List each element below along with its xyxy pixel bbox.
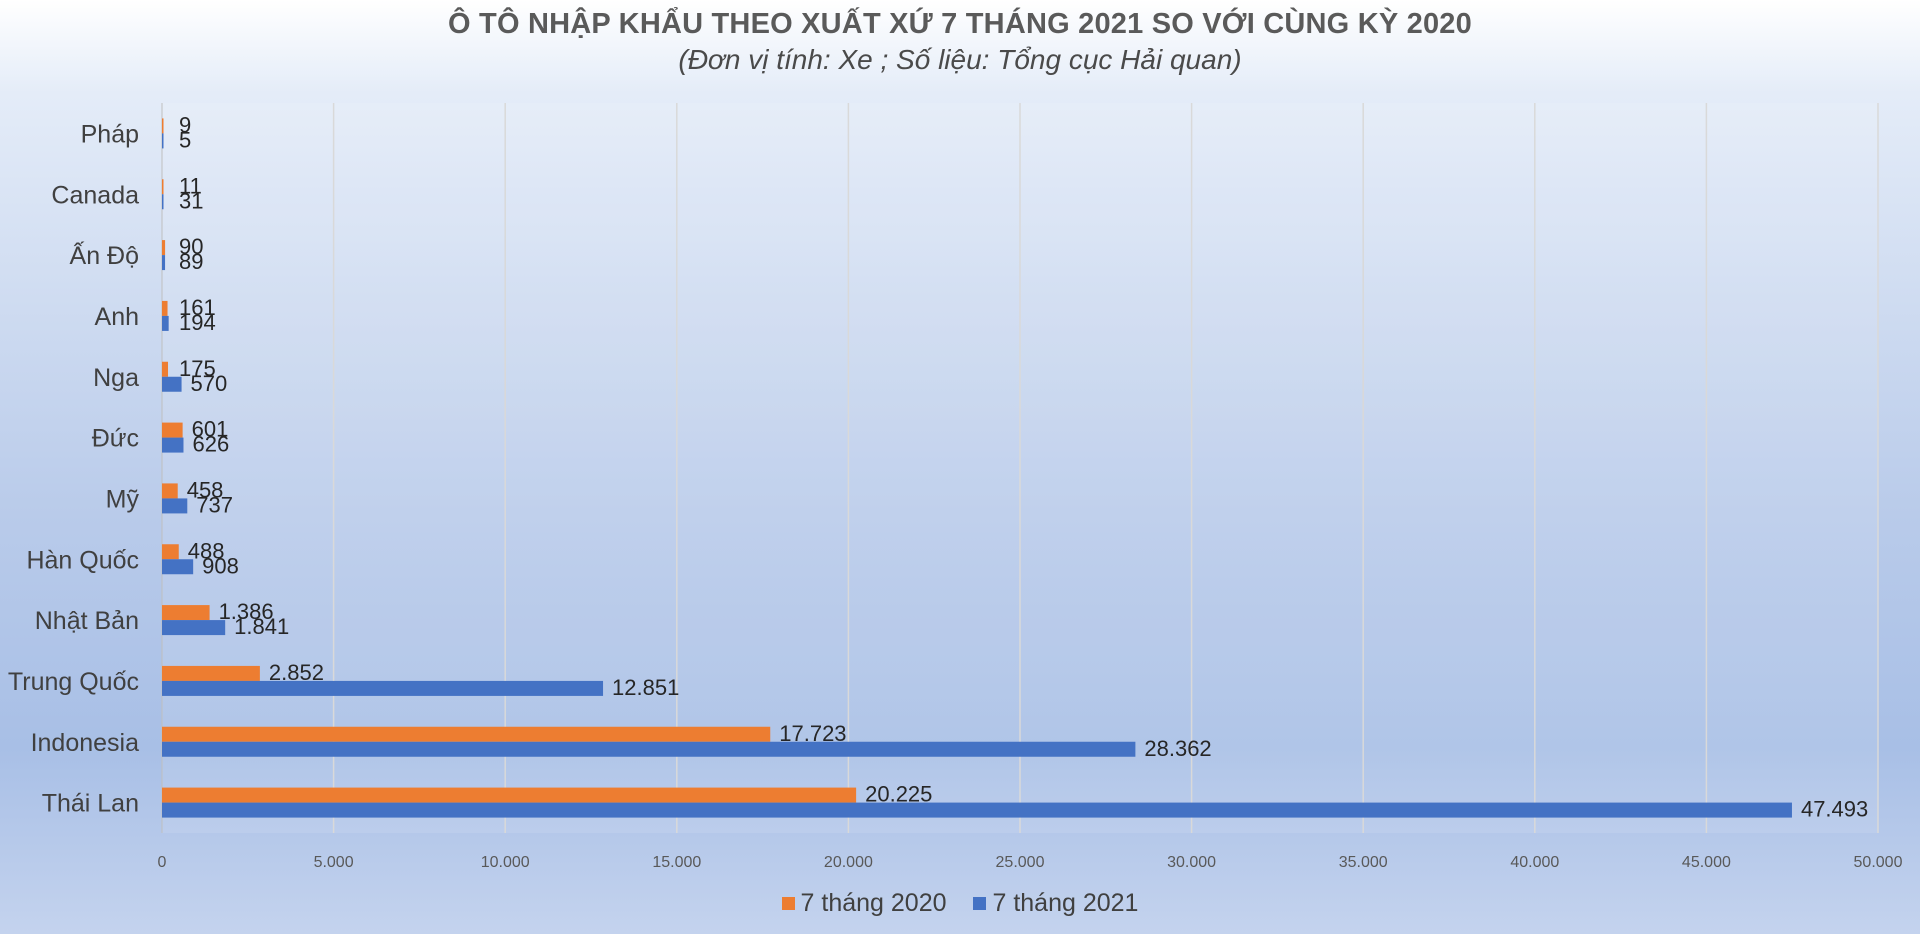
data-label: 28.362 [1144,736,1211,761]
legend-swatch-2021 [973,897,987,910]
bar-2020 [162,300,168,316]
bar-2020 [162,605,210,621]
data-label: 2.852 [269,660,324,685]
bar-2021 [162,255,166,271]
bar-2020 [162,726,771,742]
bar-2020 [162,665,260,681]
category-label: Mỹ [106,485,140,513]
data-label: 488 [188,538,225,563]
legend: 7 tháng 2020 7 tháng 2021 [0,888,1920,918]
x-tick-label: 5.000 [314,854,354,871]
bar-2020 [162,787,857,803]
bar-2020 [162,544,179,560]
category-label: Hàn Quốc [26,546,139,574]
data-label: 9 [179,112,191,137]
category-label: Canada [51,181,139,209]
data-label: 458 [187,477,224,502]
category-label: Thái Lan [42,790,139,818]
data-label: 737 [196,492,233,517]
bar-2021 [162,559,194,575]
x-tick-label: 0 [158,854,167,871]
legend-item-2021[interactable]: 7 tháng 2021 [973,889,1138,918]
x-tick-label: 35.000 [1339,854,1388,871]
x-tick-label: 40.000 [1510,854,1559,871]
x-tick-label: 20.000 [824,854,873,871]
category-label: Indonesia [31,729,140,757]
bar-2020 [162,179,164,195]
x-tick-label: 50.000 [1854,854,1903,871]
data-label: 626 [192,432,229,457]
bar-2020 [162,118,164,134]
bar-2021 [162,133,164,149]
bar-2021 [162,315,169,331]
data-label: 1.386 [219,599,274,624]
bar-2021 [162,376,182,392]
legend-label-2020: 7 tháng 2020 [800,889,947,917]
category-label: Đức [92,425,139,453]
chart-title: Ô TÔ NHẬP KHẨU THEO XUẤT XỨ 7 THÁNG 2021… [448,8,1472,40]
data-label: 11 [179,173,202,198]
data-label: 194 [179,310,216,335]
data-label: 161 [179,295,216,320]
bar-2021 [162,498,188,514]
data-label: 20.225 [865,782,932,807]
data-label: 17.723 [779,721,846,746]
gridlines [161,103,1879,833]
legend-swatch-2020 [781,897,795,910]
bars [162,118,1792,818]
data-label: 908 [202,553,239,578]
labels: 0 5.000 10.000 15.000 20.000 25.000 30.000 35.0… [8,112,1903,871]
bar-2020 [162,240,166,256]
bar-2020 [162,361,169,377]
legend-label-2021: 7 tháng 2021 [992,889,1139,917]
category-label: Nga [93,364,139,392]
category-label: Trung Quốc [8,668,139,696]
x-tick-label: 15.000 [652,854,701,871]
x-tick-label: 30.000 [1167,854,1216,871]
data-label: 31 [179,188,203,213]
category-label: Pháp [81,120,139,148]
data-label: 90 [179,234,203,259]
bar-2021 [162,194,164,210]
bar-2021 [162,680,604,696]
data-label: 12.851 [612,675,679,700]
legend-item-2020[interactable]: 7 tháng 2020 [781,889,947,918]
x-tick-label: 10.000 [481,854,530,871]
category-label: Anh [95,303,139,331]
bar-2021 [162,802,1792,818]
bar-2021 [162,620,226,636]
data-label: 1.841 [234,614,289,639]
bar-2021 [162,741,1136,757]
x-tick-label: 45.000 [1682,854,1731,871]
bar-2020 [162,422,183,438]
data-label: 5 [179,127,191,152]
x-tick-label: 25.000 [996,854,1045,871]
bar-2021 [162,437,184,453]
category-label: Ấn Độ [70,241,139,270]
category-label: Nhật Bản [35,607,139,635]
data-label: 89 [179,249,203,274]
bar-2020 [162,483,178,499]
data-label: 601 [192,417,229,442]
data-label: 175 [179,356,216,381]
chart-subtitle: (Đơn vị tính: Xe ; Số liệu: Tổng cục Hải… [678,44,1242,75]
data-label: 570 [191,371,228,396]
data-label: 47.493 [1801,797,1868,822]
